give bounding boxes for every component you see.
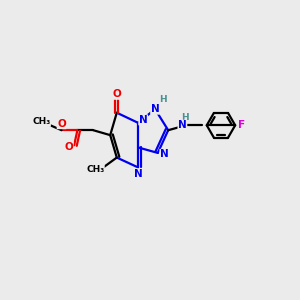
Text: N: N <box>134 169 142 179</box>
Text: H: H <box>160 95 167 104</box>
Text: CH₃: CH₃ <box>86 165 104 174</box>
Text: O: O <box>112 89 121 99</box>
Text: O: O <box>64 142 73 152</box>
Text: N: N <box>139 115 148 125</box>
Text: N: N <box>151 104 159 114</box>
Text: N: N <box>160 149 169 159</box>
Text: O: O <box>57 119 66 129</box>
Text: CH₃: CH₃ <box>32 117 50 126</box>
Text: N: N <box>178 120 187 130</box>
Text: H: H <box>181 113 188 122</box>
Text: F: F <box>238 120 245 130</box>
